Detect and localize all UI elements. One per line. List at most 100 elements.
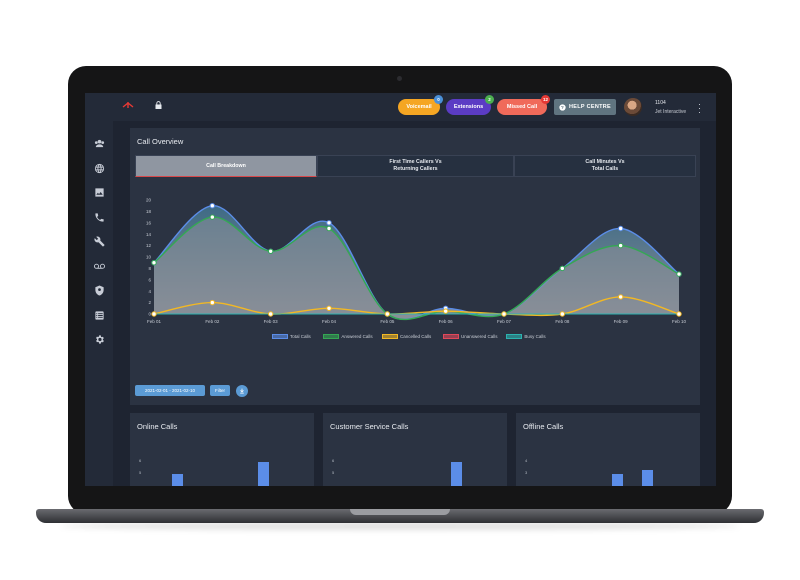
sidebar xyxy=(85,93,113,486)
tab-label: Call Breakdown xyxy=(206,162,246,169)
y-tick-label: 12 xyxy=(146,243,152,248)
data-point[interactable] xyxy=(209,203,216,209)
avatar[interactable] xyxy=(624,98,642,116)
tab-call-breakdown[interactable]: Call Breakdown xyxy=(135,155,317,177)
data-point[interactable] xyxy=(617,242,624,249)
image-icon[interactable] xyxy=(91,184,107,200)
data-point[interactable] xyxy=(617,294,624,300)
data-point[interactable] xyxy=(442,308,449,314)
card-title: Customer Service Calls xyxy=(330,422,409,431)
data-point[interactable] xyxy=(559,265,566,272)
data-point[interactable] xyxy=(209,299,216,306)
axis-tick: 5 xyxy=(332,470,335,475)
x-tick-label: Feb 05 xyxy=(380,319,395,324)
bar[interactable] xyxy=(642,470,653,486)
y-tick-label: 8 xyxy=(148,266,151,271)
data-point[interactable] xyxy=(559,311,566,317)
legend-swatch xyxy=(443,334,459,339)
users-icon[interactable] xyxy=(91,135,107,151)
bar[interactable] xyxy=(172,474,183,486)
bar[interactable] xyxy=(258,462,269,486)
brand-logo-icon[interactable] xyxy=(122,101,134,113)
data-point[interactable] xyxy=(501,311,507,317)
y-tick-label: 10 xyxy=(146,255,152,260)
missed-call-button[interactable]: Missed Call 12 xyxy=(497,95,550,115)
laptop-base xyxy=(36,509,764,523)
tab-minutes-vs-total[interactable]: Call Minutes Vs Total Calls xyxy=(514,155,696,177)
data-point[interactable] xyxy=(326,225,332,232)
data-point[interactable] xyxy=(326,305,332,312)
shield-icon[interactable] xyxy=(91,282,107,298)
more-menu-icon[interactable]: · · · xyxy=(698,99,701,117)
legend-item[interactable]: Unanswered Calls xyxy=(443,334,498,339)
data-point[interactable] xyxy=(617,225,624,232)
answered-calls-area xyxy=(154,217,679,320)
app-screen: Voicemail 0 Extensions 2 Missed Call 12 … xyxy=(85,93,716,486)
extensions-badge: 2 xyxy=(485,95,494,104)
legend-swatch xyxy=(323,334,340,339)
axis-tick: 4 xyxy=(525,458,528,463)
y-tick-label: 0 xyxy=(148,312,151,317)
legend-item[interactable]: Total Calls xyxy=(272,334,311,339)
legend-label: Total Calls xyxy=(290,334,311,339)
data-point[interactable] xyxy=(267,311,274,317)
card-title: Offline Calls xyxy=(523,422,564,431)
user-extension: 1104 xyxy=(655,100,666,106)
help-icon: ? xyxy=(559,103,566,111)
series-line-answered-calls xyxy=(153,216,680,321)
data-point[interactable] xyxy=(326,220,332,226)
legend-item[interactable]: Answered Calls xyxy=(323,334,373,339)
tab-first-time-vs-returning[interactable]: First Time Callers Vs Returning Callers xyxy=(317,155,514,177)
phone-icon[interactable] xyxy=(91,209,107,225)
user-company: Jet Interactive xyxy=(655,109,687,115)
legend-swatch xyxy=(506,334,523,339)
voicemail-badge: 0 xyxy=(434,95,443,104)
legend-label: Cancelled Calls xyxy=(400,334,432,339)
wrench-icon[interactable] xyxy=(91,233,107,249)
card-title: Online Calls xyxy=(137,422,178,431)
download-button[interactable] xyxy=(236,385,248,397)
data-point[interactable] xyxy=(384,311,391,317)
bar[interactable] xyxy=(612,474,623,486)
list-icon[interactable] xyxy=(91,307,107,323)
y-tick-label: 18 xyxy=(146,209,152,214)
y-tick-label: 16 xyxy=(146,220,152,225)
data-point[interactable] xyxy=(151,311,157,317)
voicemail-button[interactable]: Voicemail 0 xyxy=(398,95,443,115)
date-range-picker[interactable]: 2021-02-01 - 2021-02-10 xyxy=(135,385,205,396)
laptop-camera xyxy=(397,76,402,81)
axis-tick: 6 xyxy=(332,458,335,463)
data-point[interactable] xyxy=(209,214,216,220)
legend-item[interactable]: Cancelled Calls xyxy=(382,334,431,339)
filter-button[interactable]: Filter xyxy=(210,385,230,396)
extensions-button[interactable]: Extensions 2 xyxy=(446,95,494,115)
online-calls-card: Online Calls 6 5 xyxy=(130,413,314,486)
axis-tick: 6 xyxy=(139,458,142,463)
x-tick-label: Feb 01 xyxy=(147,319,162,324)
axis-tick: 3 xyxy=(525,470,528,475)
tab-label: Call Minutes Vs Total Calls xyxy=(585,159,625,172)
legend-swatch xyxy=(382,334,398,339)
call-breakdown-chart: 0 2 4 6 8 10 12 14 16 18 20 Feb 01 Feb 02 Feb 03 Feb 0… xyxy=(146,198,687,324)
card-title: Call Overview xyxy=(137,137,184,146)
missed-call-badge: 12 xyxy=(541,95,550,104)
data-point[interactable] xyxy=(267,248,274,255)
y-tick-label: 4 xyxy=(148,289,151,294)
legend-item[interactable]: Busy Calls xyxy=(506,334,546,339)
help-centre-button[interactable]: ? HELP CENTRE xyxy=(554,99,616,115)
y-tick-label: 20 xyxy=(146,198,152,203)
data-point[interactable] xyxy=(676,271,682,277)
lock-icon[interactable] xyxy=(155,101,162,109)
x-tick-label: Feb 06 xyxy=(439,319,454,324)
data-point[interactable] xyxy=(676,311,682,317)
x-tick-label: Feb 08 xyxy=(555,319,570,324)
gear-icon[interactable] xyxy=(91,331,107,347)
globe-icon[interactable] xyxy=(91,160,107,176)
x-tick-label: Feb 07 xyxy=(497,319,512,324)
bar[interactable] xyxy=(451,462,462,486)
y-tick-label: 2 xyxy=(148,300,151,305)
data-point[interactable] xyxy=(151,260,157,266)
x-tick-label: Feb 10 xyxy=(672,319,687,324)
voicemail-icon[interactable] xyxy=(91,258,107,274)
customer-service-calls-card: Customer Service Calls 6 5 xyxy=(323,413,507,486)
